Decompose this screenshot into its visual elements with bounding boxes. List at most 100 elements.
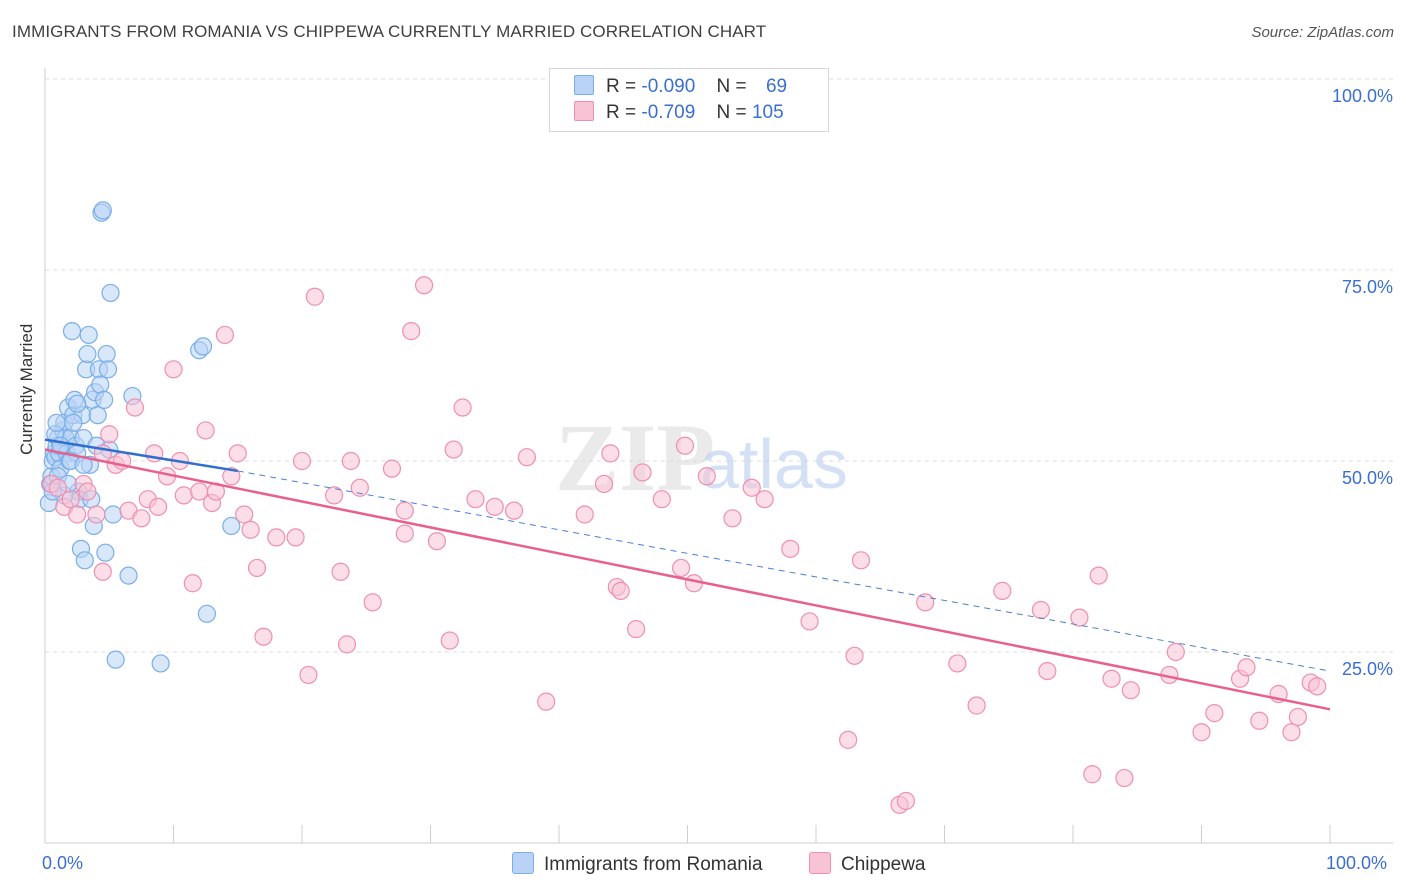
chippewa-point [575,505,594,524]
chippewa-point [652,490,671,509]
chippewa-point [254,627,273,646]
series-legend-chippewa[interactable]: Chippewa [809,852,926,876]
chippewa-point [1282,723,1301,742]
chippewa-point [517,448,536,467]
y-axis-label: Currently Married [17,323,36,455]
chippewa-point [697,467,716,486]
romania-point [96,543,115,562]
series-legend-romania[interactable]: Immigrants from Romania [512,852,763,876]
chippewa-point [1115,768,1134,788]
chippewa-point [1038,661,1057,681]
chippewa-point [601,444,620,463]
chippewa-point [896,791,916,811]
chippewa-point [967,696,986,715]
chippewa-point [196,421,215,440]
romania-point [62,322,82,341]
chippewa-point [466,490,485,509]
chippewa-point [800,612,819,631]
chippewa-point [292,451,312,471]
legend-n-chippewa: 105 [751,102,784,123]
legend-row-romania: R = -0.090 N = 69 [574,75,787,101]
y-tick-label: 100.0% [1331,86,1393,106]
romania-point [119,566,138,585]
chippewa-point [68,505,87,524]
romania-point [193,337,213,356]
y-tick-label: 75.0% [1341,277,1393,297]
chippewa-point [781,539,800,558]
chippewa-point [341,451,360,471]
legend-r-romania: -0.090 [641,76,696,97]
chippewa-point [164,360,183,379]
chippewa-point [382,459,402,478]
romania-trend-dashed [237,470,1331,672]
chippewa-point [916,593,935,612]
chippewa-point [395,524,414,543]
chippewa-point [1205,704,1224,723]
chippewa-point [845,646,864,665]
series-label-chippewa: Chippewa [841,854,926,875]
chippewa-point [1192,723,1211,742]
romania-point [78,344,97,364]
chippewa-point [742,478,761,497]
chippewa-point [1121,681,1140,700]
chippewa-point [174,486,193,505]
romania-point [106,650,125,669]
romania-point [93,201,112,220]
chippewa-point [363,593,382,612]
trend-lines [44,438,1331,711]
chippewa-point [537,692,556,711]
romania-point [75,551,94,570]
correlation-legend: R = -0.090 N = 69 R = -0.709 N = 105 [549,68,829,132]
romania-point [151,654,170,673]
watermark-zip: ZIP [555,404,715,511]
chippewa-point [395,501,414,520]
chippewa-point [427,532,447,551]
legend-n-romania: 69 [765,76,788,97]
romania-point [104,505,123,524]
chippewa-point [1237,658,1256,677]
watermark-atlas: atlas [700,425,848,503]
chippewa-point [247,558,267,578]
chippewa-point [440,631,459,650]
chippewa-point [1031,600,1050,620]
legend-r-chippewa: -0.709 [641,102,696,123]
chart-title: IMMIGRANTS FROM ROMANIA VS CHIPPEWA CURR… [12,22,767,41]
series-swatch-romania [512,852,534,874]
romania-point [91,375,110,394]
chippewa-point [78,482,97,501]
chippewa-point [675,436,695,455]
chippewa-point [414,276,434,295]
chippewa-point [485,497,504,516]
chippewa-point [594,474,614,494]
chippewa-point [611,581,630,600]
y-tick-label: 50.0% [1341,468,1393,488]
romania-point [88,406,107,425]
romania-point [222,516,241,536]
chippewa-point [755,490,774,509]
chippewa-point [453,398,472,417]
chippewa-point [222,467,241,486]
chippewa-point [1089,566,1108,585]
chippewa-point [402,322,421,341]
chippewa-point [504,501,524,520]
chippewa-point [93,562,112,581]
chippewa-point [48,478,67,497]
romania-point [197,604,217,623]
chippewa-point [337,635,357,654]
chippewa-point [723,509,742,528]
chippewa-point [228,444,247,463]
data-points [39,201,1327,814]
legend-swatch-romania [574,75,594,95]
romania-point [68,394,87,413]
chippewa-point [235,505,254,524]
series-label-romania: Immigrants from Romania [544,854,763,875]
chippewa-point [87,505,106,524]
chippewa-point [241,520,260,539]
chippewa-point [626,619,646,639]
chippewa-point [125,398,145,417]
chippewa-point [948,654,967,673]
legend-row-chippewa: R = -0.709 N = 105 [574,101,784,127]
x-tick-label-max: 100.0% [1326,853,1388,873]
